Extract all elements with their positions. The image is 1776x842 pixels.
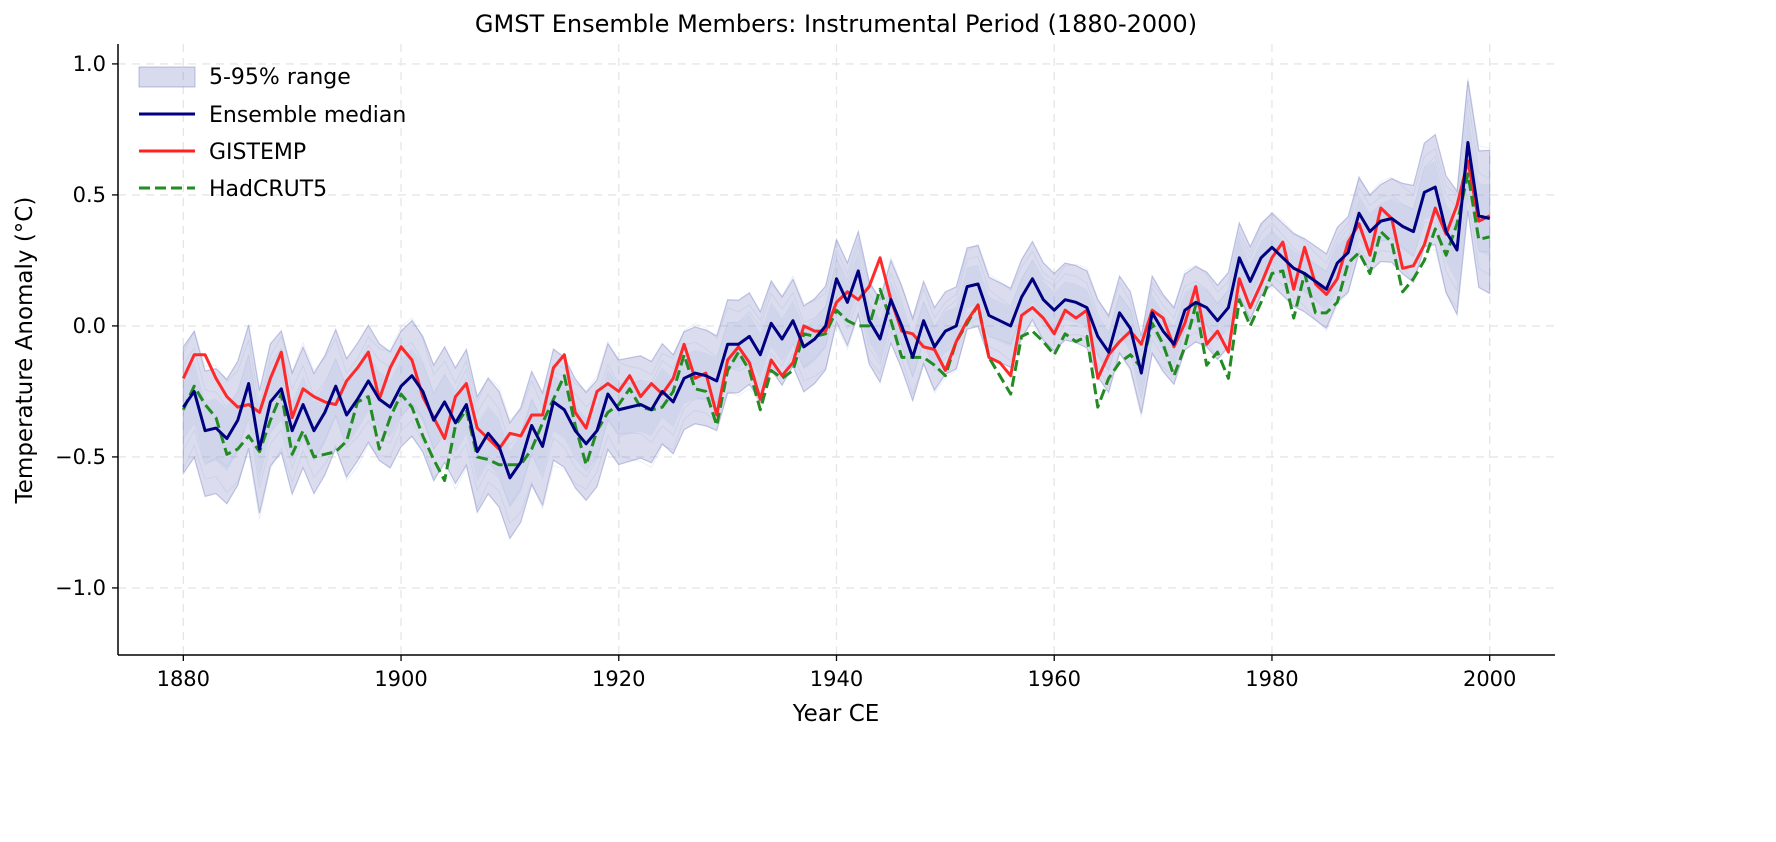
y-tick-label: −0.5 [55, 445, 106, 469]
y-tick-label: 0.5 [73, 183, 106, 207]
x-tick-label: 1980 [1245, 667, 1298, 691]
y-ticks: −1.0 −0.5 0.0 0.5 1.0 [55, 52, 118, 600]
legend-label-median: Ensemble median [209, 103, 406, 128]
x-axis-label: Year CE [792, 701, 880, 727]
legend: 5-95% range Ensemble median GISTEMP HadC… [138, 65, 406, 202]
ensemble-median-line [182, 141, 1491, 480]
x-tick-label: 1920 [592, 667, 645, 691]
hadcrut5-line [181, 172, 1491, 483]
y-tick-label: 0.0 [73, 314, 106, 338]
x-tick-label: 2000 [1463, 667, 1516, 691]
legend-swatch-band [138, 66, 196, 88]
x-tick-label: 1940 [810, 667, 863, 691]
ensemble-member-line [182, 77, 1490, 421]
y-axis-label: Temperature Anomaly (°C) [12, 197, 38, 505]
y-tick-label: 1.0 [73, 52, 106, 76]
chart-title: GMST Ensemble Members: Instrumental Peri… [475, 10, 1197, 38]
legend-label-hadcrut5: HadCRUT5 [209, 177, 327, 202]
x-tick-label: 1960 [1028, 667, 1081, 691]
grid [118, 44, 1555, 655]
legend-label-gistemp: GISTEMP [209, 140, 306, 165]
x-ticks: 1880 1900 1920 1940 1960 1980 2000 [157, 655, 1516, 691]
legend-label-band: 5-95% range [209, 65, 351, 90]
x-tick-label: 1900 [374, 667, 427, 691]
y-tick-label: −1.0 [55, 576, 106, 600]
x-tick-label: 1880 [157, 667, 210, 691]
series-lines [181, 141, 1491, 483]
gistemp-line [181, 159, 1491, 451]
